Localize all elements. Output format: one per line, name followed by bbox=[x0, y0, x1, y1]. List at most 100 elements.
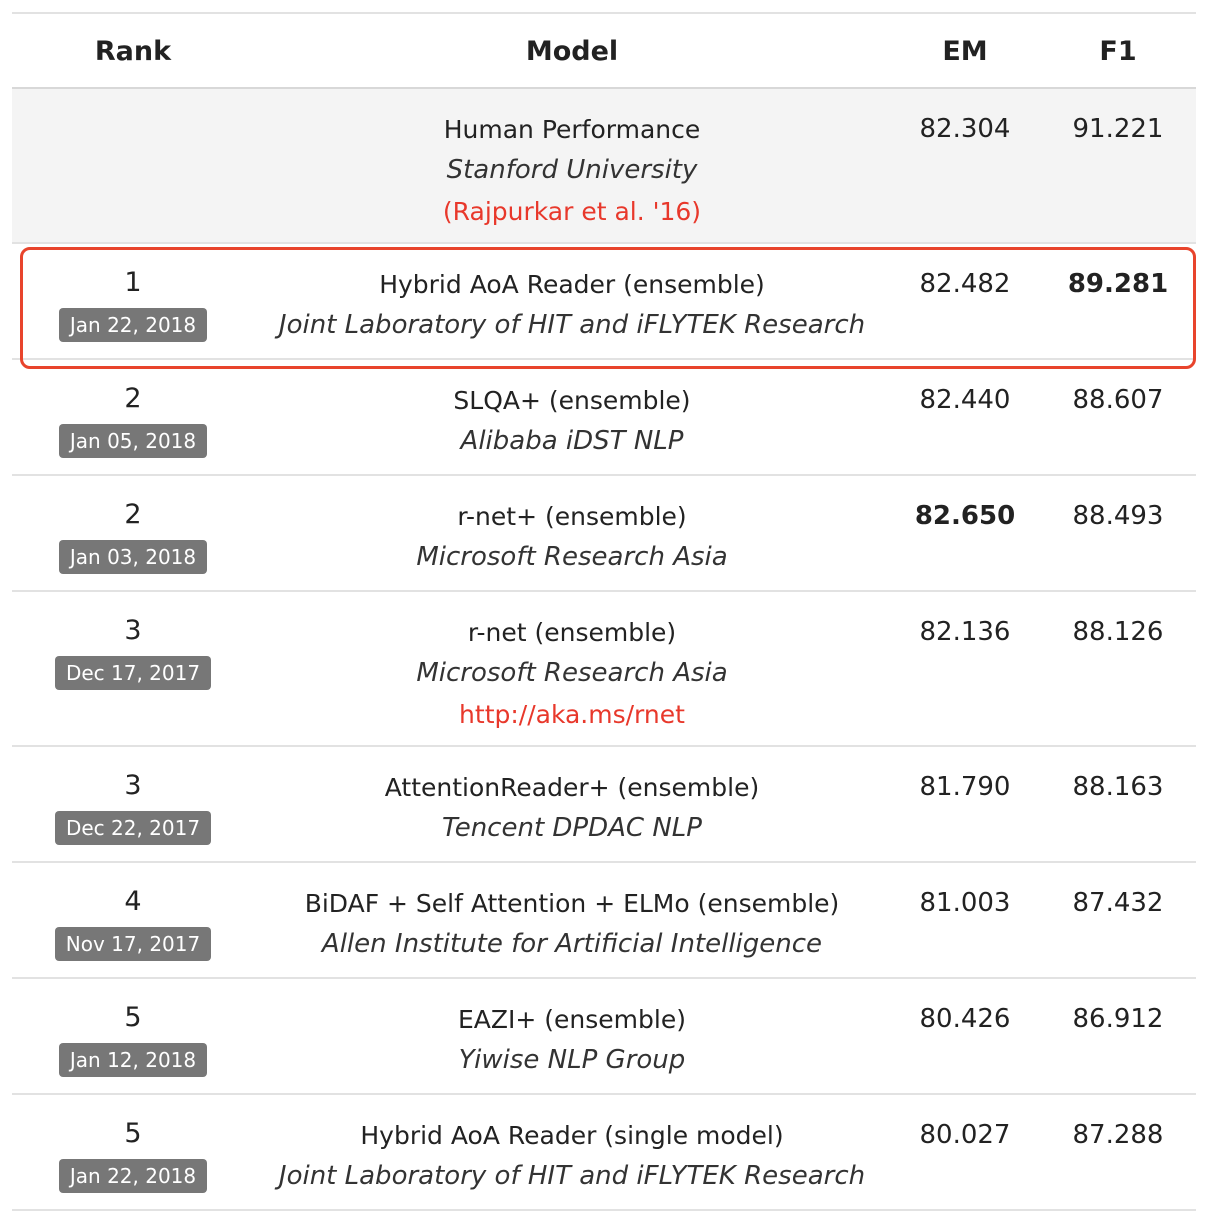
date-badge: Jan 03, 2018 bbox=[58, 540, 208, 574]
date-badge: Jan 22, 2018 bbox=[58, 1159, 208, 1193]
em-cell: 80.426 bbox=[890, 999, 1040, 1040]
em-score: 82.650 bbox=[914, 501, 1016, 531]
leaderboard-rows: 1 Jan 22, 2018 Hybrid AoA Reader (ensemble… bbox=[12, 244, 1196, 1211]
model-organization: Stanford University bbox=[446, 155, 698, 185]
rank-number: 2 bbox=[124, 383, 142, 414]
human-performance-row: Human Performance Stanford University (R… bbox=[12, 89, 1196, 244]
date-badge: Jan 05, 2018 bbox=[58, 424, 208, 458]
column-header-rank[interactable]: Rank bbox=[94, 36, 172, 67]
model-name: r-net (ensemble) bbox=[467, 618, 677, 647]
column-header-em[interactable]: EM bbox=[942, 36, 988, 67]
rank-number: 4 bbox=[124, 886, 142, 917]
column-header-model[interactable]: Model bbox=[525, 36, 619, 67]
rank-cell: 1 Jan 22, 2018 bbox=[12, 266, 254, 342]
f1-score: 87.432 bbox=[1072, 888, 1164, 918]
model-name: Hybrid AoA Reader (ensemble) bbox=[379, 270, 765, 299]
date-badge: Dec 17, 2017 bbox=[54, 656, 212, 690]
table-row: 5 Jan 12, 2018 EAZI+ (ensemble) Yiwise NLP … bbox=[12, 979, 1196, 1095]
rank-number: 2 bbox=[124, 499, 142, 530]
model-organization: Joint Laboratory of HIT and iFLYTEK Rese… bbox=[278, 310, 866, 340]
f1-score: 86.912 bbox=[1072, 1004, 1164, 1034]
model-cell: r-net (ensemble) Microsoft Research Asia h… bbox=[254, 612, 890, 735]
model-cell: Human Performance Stanford University (R… bbox=[254, 109, 890, 232]
model-name: Human Performance bbox=[443, 115, 701, 144]
em-score: 82.482 bbox=[919, 269, 1011, 299]
leaderboard-table: Rank Model EM F1 Human Performance Stanf… bbox=[12, 12, 1196, 1211]
model-cell: Hybrid AoA Reader (single model) Joint La… bbox=[254, 1115, 890, 1197]
model-cell: AttentionReader+ (ensemble) Tencent DPDAC… bbox=[254, 767, 890, 849]
model-organization: Microsoft Research Asia bbox=[416, 542, 728, 572]
table-row: 3 Dec 17, 2017 r-net (ensemble) Microsoft R… bbox=[12, 592, 1196, 747]
model-organization: Microsoft Research Asia bbox=[416, 658, 728, 688]
em-cell: 81.003 bbox=[890, 883, 1040, 924]
rank-number: 5 bbox=[124, 1118, 142, 1149]
f1-cell: 88.163 bbox=[1040, 767, 1196, 808]
model-organization: Yiwise NLP Group bbox=[458, 1045, 686, 1075]
table-row: 1 Jan 22, 2018 Hybrid AoA Reader (ensemble… bbox=[12, 244, 1196, 360]
date-badge: Jan 22, 2018 bbox=[58, 308, 208, 342]
em-score: 82.136 bbox=[919, 617, 1011, 647]
em-score: 82.440 bbox=[919, 385, 1011, 415]
em-score: 82.304 bbox=[919, 114, 1011, 144]
f1-score: 89.281 bbox=[1067, 269, 1169, 299]
rank-cell: 3 Dec 17, 2017 bbox=[12, 614, 254, 690]
paper-link[interactable]: (Rajpurkar et al. '16) bbox=[442, 197, 702, 226]
date-badge: Dec 22, 2017 bbox=[54, 811, 212, 845]
f1-cell: 88.607 bbox=[1040, 380, 1196, 421]
f1-cell: 88.493 bbox=[1040, 496, 1196, 537]
f1-score: 88.493 bbox=[1072, 501, 1164, 531]
f1-cell: 86.912 bbox=[1040, 999, 1196, 1040]
em-cell: 82.440 bbox=[890, 380, 1040, 421]
rank-cell: 5 Jan 22, 2018 bbox=[12, 1117, 254, 1193]
table-row: 4 Nov 17, 2017 BiDAF + Self Attention + EL… bbox=[12, 863, 1196, 979]
em-cell: 82.650 bbox=[890, 496, 1040, 537]
date-badge: Nov 17, 2017 bbox=[54, 927, 212, 961]
rank-number: 3 bbox=[124, 615, 142, 646]
rank-number: 3 bbox=[124, 770, 142, 801]
rank-cell: 2 Jan 05, 2018 bbox=[12, 382, 254, 458]
table-row: 3 Dec 22, 2017 AttentionReader+ (ensemble)… bbox=[12, 747, 1196, 863]
rank-cell: 2 Jan 03, 2018 bbox=[12, 498, 254, 574]
rank-cell: 4 Nov 17, 2017 bbox=[12, 885, 254, 961]
date-badge: Jan 12, 2018 bbox=[58, 1043, 208, 1077]
em-cell: 80.027 bbox=[890, 1115, 1040, 1156]
model-link[interactable]: http://aka.ms/rnet bbox=[459, 700, 685, 729]
em-cell: 81.790 bbox=[890, 767, 1040, 808]
model-organization: Allen Institute for Artificial Intellige… bbox=[321, 929, 823, 959]
table-row: 5 Jan 22, 2018 Hybrid AoA Reader (single m… bbox=[12, 1095, 1196, 1211]
table-header: Rank Model EM F1 bbox=[12, 14, 1196, 89]
f1-cell: 88.126 bbox=[1040, 612, 1196, 653]
em-score: 81.790 bbox=[919, 772, 1011, 802]
f1-score: 87.288 bbox=[1072, 1120, 1164, 1150]
rank-cell: 5 Jan 12, 2018 bbox=[12, 1001, 254, 1077]
model-cell: Hybrid AoA Reader (ensemble) Joint Labora… bbox=[254, 264, 890, 346]
model-name: Hybrid AoA Reader (single model) bbox=[360, 1121, 784, 1150]
model-name: BiDAF + Self Attention + ELMo (ensemble) bbox=[304, 889, 840, 918]
model-cell: BiDAF + Self Attention + ELMo (ensemble)… bbox=[254, 883, 890, 965]
f1-score: 88.163 bbox=[1072, 772, 1164, 802]
f1-score: 88.126 bbox=[1072, 617, 1164, 647]
em-score: 80.426 bbox=[919, 1004, 1011, 1034]
column-header-f1[interactable]: F1 bbox=[1099, 36, 1137, 67]
em-cell: 82.304 bbox=[890, 109, 1040, 150]
f1-score: 91.221 bbox=[1072, 114, 1164, 144]
f1-cell: 87.288 bbox=[1040, 1115, 1196, 1156]
model-name: SLQA+ (ensemble) bbox=[453, 386, 691, 415]
rank-cell: 3 Dec 22, 2017 bbox=[12, 769, 254, 845]
f1-cell: 91.221 bbox=[1040, 109, 1196, 150]
table-row: 2 Jan 03, 2018 r-net+ (ensemble) Microsoft … bbox=[12, 476, 1196, 592]
f1-score: 88.607 bbox=[1072, 385, 1164, 415]
model-cell: EAZI+ (ensemble) Yiwise NLP Group bbox=[254, 999, 890, 1081]
em-score: 80.027 bbox=[919, 1120, 1011, 1150]
em-cell: 82.136 bbox=[890, 612, 1040, 653]
model-organization: Alibaba iDST NLP bbox=[460, 426, 684, 456]
model-name: AttentionReader+ (ensemble) bbox=[384, 773, 760, 802]
rank-number: 1 bbox=[124, 267, 142, 298]
model-organization: Tencent DPDAC NLP bbox=[442, 813, 702, 843]
em-cell: 82.482 bbox=[890, 264, 1040, 305]
model-name: EAZI+ (ensemble) bbox=[458, 1005, 686, 1034]
model-organization: Joint Laboratory of HIT and iFLYTEK Rese… bbox=[278, 1161, 866, 1191]
table-row: 2 Jan 05, 2018 SLQA+ (ensemble) Alibaba iDS… bbox=[12, 360, 1196, 476]
em-score: 81.003 bbox=[919, 888, 1011, 918]
model-name: r-net+ (ensemble) bbox=[457, 502, 687, 531]
